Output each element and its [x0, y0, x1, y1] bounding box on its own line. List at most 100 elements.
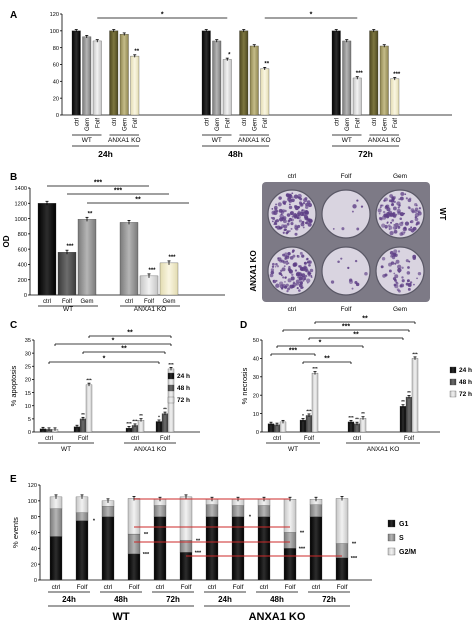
panel-c-bracket-star: * [112, 338, 115, 345]
colony-dot [394, 274, 399, 279]
panel-d-bar [279, 421, 287, 433]
colony-dot [281, 267, 286, 272]
panel-a-group-label: WT [212, 137, 222, 144]
colony-dot [309, 272, 312, 275]
panel-b-y-tick-label: 1200 [15, 201, 27, 207]
colony-dot [296, 282, 300, 286]
panel-c-bar [85, 384, 93, 433]
colony-dot [307, 222, 312, 227]
colony-dot [281, 209, 286, 213]
panel-c-sig: *** [126, 421, 132, 426]
panel-e-bar [309, 516, 323, 581]
panel-e-category-label: ctrl [312, 584, 321, 591]
panel-d-legend-label: 48 h [459, 379, 472, 386]
panel-d-legend-swatch [449, 390, 457, 398]
colony-dot [285, 262, 289, 265]
panel-a-bar [379, 45, 389, 116]
panel-letter-D: D [240, 320, 247, 331]
colony-dot [393, 229, 398, 234]
panel-e-bar [101, 506, 115, 517]
colony-dot [289, 256, 294, 260]
panel-e-time-label: 48h [270, 595, 284, 604]
colony-dot [290, 227, 293, 230]
panel-d-bracket-star: ** [353, 332, 359, 339]
colony-dot [284, 252, 288, 256]
panel-c-y-tick-label: 10 [25, 404, 31, 410]
panel-d-bracket-star: *** [342, 324, 350, 331]
panel-e-bar [335, 498, 349, 544]
panel-b-sig: *** [66, 244, 74, 250]
colony-dot [396, 288, 400, 292]
colony-dot [388, 214, 391, 217]
panel-b-bar [57, 252, 77, 296]
panel-d-bar [311, 372, 319, 433]
panel-b-y-label: OD [2, 235, 11, 247]
panel-e-y-tick-label: 40 [31, 547, 37, 553]
colony-dot [304, 274, 308, 278]
panel-e-bar [231, 516, 245, 581]
panel-c-bar [137, 420, 145, 433]
panel-b-category-label: Folf [144, 299, 154, 305]
panel-e-sig: * [93, 519, 96, 525]
colony-dot [292, 249, 295, 253]
panel-d-sig: ** [361, 411, 365, 416]
panel-d-bracket-star: * [319, 340, 322, 347]
colony-dot [309, 268, 314, 273]
plate-top-label: Folf [341, 173, 352, 180]
colony-dot [283, 228, 286, 232]
panel-d-bar [411, 358, 419, 433]
colony-dot [393, 272, 396, 275]
panel-e-legend-label: G1 [399, 521, 408, 528]
colony-dot [288, 205, 293, 210]
panel-e-category-label: Folf [129, 584, 140, 591]
panel-a-bar [212, 40, 222, 116]
colony-dot [270, 270, 275, 275]
colony-dot [297, 276, 300, 279]
panel-c-sig: *** [86, 378, 92, 383]
colony-dot [288, 266, 291, 269]
colony-dot [400, 191, 405, 196]
colony-dot [394, 284, 399, 289]
panel-e-bar [205, 504, 219, 517]
colony-dot [405, 259, 409, 263]
colony-dot [404, 193, 407, 196]
colony-dot [292, 282, 297, 287]
panel-c-legend-swatch [167, 396, 175, 404]
panel-c-category-label: Folf [78, 436, 88, 442]
colony-dot [282, 231, 285, 234]
colony-dot [397, 264, 402, 269]
panel-a-bar [331, 30, 341, 116]
panel-e-bar [257, 505, 271, 517]
panel-d-category-label: Folf [404, 436, 414, 442]
colony-dot [303, 277, 307, 280]
panel-a-bar [390, 78, 400, 116]
colony-dot [409, 221, 412, 223]
colony-dot [388, 199, 392, 203]
colony-dot [287, 251, 291, 256]
colony-dot [364, 271, 368, 276]
panel-a-group-label: ANXA1 KO [238, 137, 271, 144]
panel-a-bar [71, 30, 81, 116]
panel-b-category-label: ctrl [125, 299, 133, 305]
colony-dot [276, 265, 280, 268]
panel-e-bar [283, 532, 297, 549]
panel-e-sig: *** [299, 546, 306, 552]
panel-d-group-label: ANXA1 KO [367, 446, 400, 453]
panel-a-category-label: Folf [133, 118, 139, 128]
colony-dot [393, 200, 396, 204]
colony-dot [386, 221, 389, 224]
colony-dot [395, 259, 400, 264]
colony-dot [291, 198, 295, 203]
colony-dot [356, 199, 359, 202]
panel-a-group-label: WT [82, 137, 92, 144]
colony-dot [407, 287, 411, 291]
colony-dot [404, 227, 407, 230]
panel-b-y-tick-label: 1000 [15, 217, 27, 223]
colony-dot [294, 269, 298, 272]
panel-b-group-label: ANXA1 KO [134, 306, 167, 313]
panel-c-bar [161, 413, 169, 433]
panel-e-category-label: ctrl [208, 584, 217, 591]
panel-d-legend-swatch [449, 366, 457, 374]
panel-a-time-label: 24h [98, 149, 113, 159]
colony-dot [308, 263, 311, 267]
